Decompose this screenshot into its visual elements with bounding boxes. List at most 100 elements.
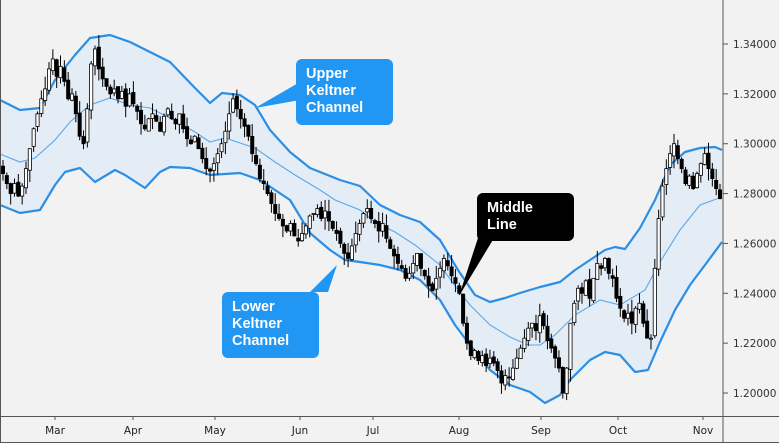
bearish-candle [384, 225, 389, 239]
bearish-candle [139, 109, 144, 125]
bearish-candle [73, 95, 78, 115]
bearish-candle [208, 168, 213, 172]
bearish-candle [234, 96, 239, 110]
bullish-candle [311, 213, 316, 215]
bearish-candle [131, 91, 136, 105]
bearish-candle [280, 218, 285, 227]
bearish-candle [541, 313, 546, 327]
bearish-candle [372, 220, 377, 224]
candlesticks [0, 35, 723, 401]
bearish-candle [334, 229, 339, 234]
lower-band-line [0, 165, 723, 405]
channel-area [0, 35, 722, 403]
bullish-candle [112, 88, 117, 94]
bearish-candle [284, 225, 289, 232]
bearish-candle [587, 279, 592, 299]
bullish-candle [530, 322, 535, 329]
bearish-candle [614, 276, 619, 299]
bearish-candle [418, 253, 423, 269]
bearish-candle [691, 175, 696, 189]
bearish-candle [135, 105, 140, 112]
bearish-candle [346, 252, 351, 259]
bullish-candle [231, 98, 236, 113]
bullish-candle [438, 267, 443, 278]
bullish-candle [165, 108, 170, 116]
bullish-candle [572, 302, 577, 324]
callout-line: Upper [306, 66, 348, 82]
bearish-candle [100, 66, 105, 80]
bullish-candle [58, 66, 63, 79]
bearish-candle [246, 124, 251, 137]
bullish-candle [162, 115, 167, 133]
bearish-candle [464, 322, 469, 344]
bullish-candle [591, 277, 596, 302]
bullish-candle [357, 223, 362, 235]
bearish-candle [449, 266, 454, 277]
bearish-candle [169, 110, 174, 120]
bearish-candle [4, 175, 9, 185]
bearish-candle [369, 208, 374, 219]
callout-line: Keltner [232, 316, 282, 332]
bullish-candle [146, 118, 151, 132]
bearish-candle [710, 168, 715, 180]
bullish-candle [648, 337, 653, 340]
bearish-candle [158, 121, 163, 132]
bullish-candle [150, 113, 155, 120]
bearish-candle [388, 239, 393, 249]
bullish-candle [664, 168, 669, 185]
bearish-candle [242, 118, 247, 127]
bullish-candle [35, 113, 40, 127]
bearish-candle [507, 376, 512, 379]
bullish-candle [407, 272, 412, 279]
bearish-candle [629, 311, 634, 324]
y-axis-ticks: 1.34000 1.32000 1.30000 1.28000 1.26000 1.240… [723, 39, 776, 400]
bearish-candle [142, 124, 147, 130]
upper-callout-pointer [255, 82, 300, 108]
bearish-candle [319, 206, 324, 219]
bullish-candle [698, 163, 703, 176]
bullish-candle [564, 367, 569, 395]
bearish-candle [495, 361, 500, 371]
bearish-candle [430, 283, 435, 292]
bullish-candle [434, 277, 439, 290]
bearish-candle [296, 237, 301, 242]
bearish-candle [553, 346, 558, 359]
bullish-candle [192, 135, 197, 143]
bearish-candle [560, 367, 565, 394]
bullish-candle [300, 233, 305, 242]
bearish-candle [468, 340, 473, 357]
bullish-candle [227, 113, 232, 132]
callout-line: Lower [232, 299, 275, 315]
bullish-candle [625, 312, 630, 319]
bullish-candle [671, 143, 676, 157]
callout-line: Channel [306, 100, 364, 116]
bullish-candle [480, 355, 485, 363]
bearish-candle [545, 325, 550, 342]
x-tick-label: Apr [124, 425, 143, 437]
bullish-candle [415, 253, 420, 266]
callout-line: Middle [487, 200, 533, 216]
y-tick-label: 1.20000 [733, 388, 776, 400]
bearish-candle [426, 275, 431, 287]
bearish-candle [457, 285, 462, 294]
bullish-candle [219, 143, 224, 153]
bearish-candle [16, 181, 21, 197]
upper-keltner-channel-callout: Upper Keltner Channel [296, 59, 393, 125]
channel-fill [0, 35, 722, 403]
bullish-candle [411, 262, 416, 274]
bearish-candle [342, 243, 347, 254]
bearish-candle [533, 323, 538, 332]
bullish-candle [89, 63, 94, 111]
y-tick-label: 1.34000 [733, 39, 776, 51]
bullish-candle [24, 168, 29, 189]
bullish-candle [687, 175, 692, 186]
bearish-candle [683, 169, 688, 185]
bullish-candle [702, 153, 707, 165]
bearish-candle [606, 258, 611, 274]
bullish-candle [602, 257, 607, 269]
bullish-candle [652, 267, 657, 337]
bullish-candle [576, 287, 581, 302]
bullish-candle [177, 113, 182, 125]
bullish-candle [119, 90, 124, 99]
